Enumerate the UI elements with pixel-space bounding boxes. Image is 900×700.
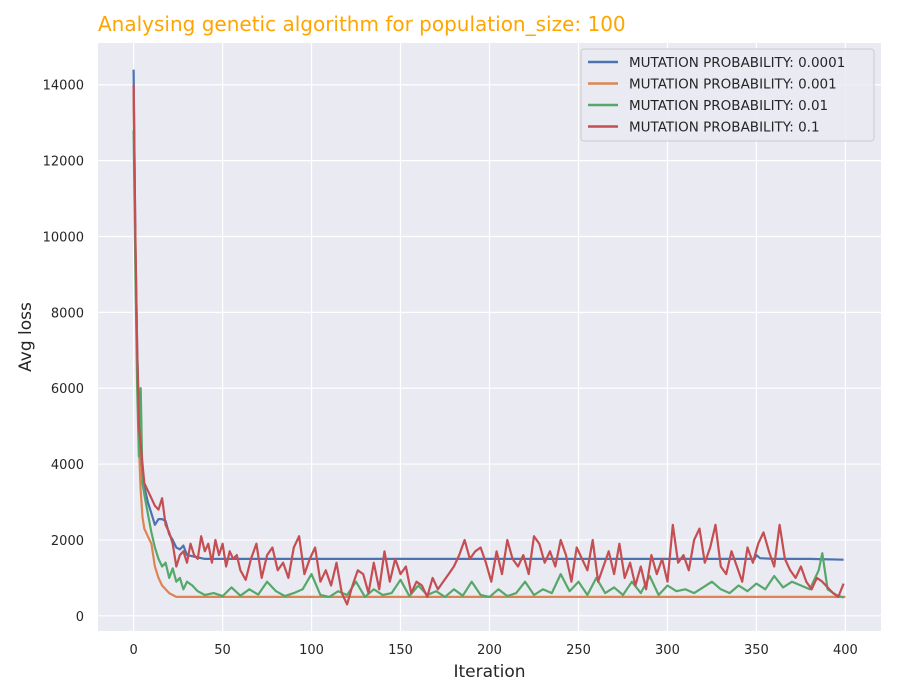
- y-tick-label: 10000: [43, 230, 84, 245]
- y-tick-label: 8000: [51, 306, 84, 321]
- legend-box: [580, 48, 875, 142]
- legend-label: MUTATION PROBABILITY: 0.01: [629, 98, 828, 114]
- legend: MUTATION PROBABILITY: 0.0001 MUTATION PRO…: [580, 48, 875, 142]
- y-axis-label: Avg loss: [16, 302, 36, 372]
- x-tick-label: 50: [214, 643, 231, 658]
- x-tick-label: 250: [566, 643, 591, 658]
- x-tick-label: 200: [477, 643, 502, 658]
- x-axis-label: Iteration: [453, 662, 525, 682]
- y-tick-label: 2000: [51, 534, 84, 549]
- legend-label: MUTATION PROBABILITY: 0.001: [629, 77, 837, 93]
- y-tick-label: 14000: [43, 79, 84, 94]
- legend-label: MUTATION PROBABILITY: 0.0001: [629, 55, 845, 71]
- x-tick-label: 0: [129, 643, 137, 658]
- legend-label: MUTATION PROBABILITY: 0.1: [629, 120, 820, 136]
- series-line-1: [132, 69, 844, 561]
- series-line-4: [132, 84, 845, 606]
- x-tick-label: 400: [833, 643, 858, 658]
- y-tick-label: 12000: [43, 155, 84, 170]
- x-tick-label: 100: [299, 643, 324, 658]
- y-tick-label: 6000: [51, 382, 84, 397]
- y-tick-label: 4000: [51, 458, 84, 473]
- y-tick-label: 0: [76, 610, 84, 625]
- x-tick-label: 350: [744, 643, 769, 658]
- series-layer: [132, 69, 846, 606]
- x-tick-label: 300: [655, 643, 680, 658]
- chart-title: Analysing genetic algorithm for populati…: [98, 12, 626, 36]
- tick-labels: 0 50 100 150 200 250 300 350 4000200040006000800…: [43, 79, 858, 658]
- series-line-3: [132, 130, 844, 599]
- x-tick-label: 150: [388, 643, 413, 658]
